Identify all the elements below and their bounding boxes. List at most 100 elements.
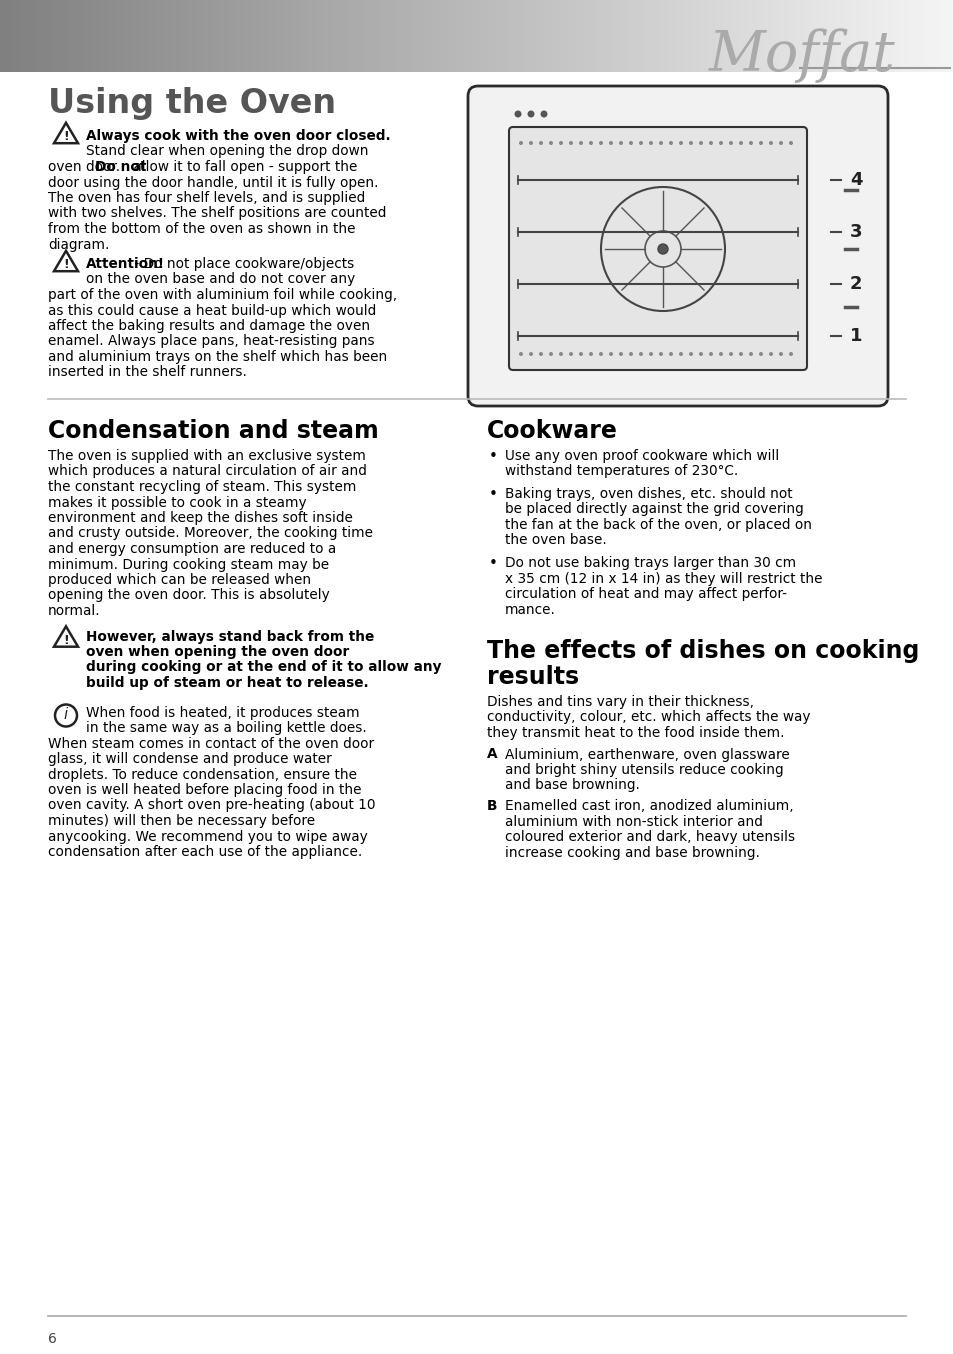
Bar <box>343 0 346 72</box>
Bar <box>286 0 289 72</box>
Text: However, always stand back from the: However, always stand back from the <box>86 630 374 643</box>
Circle shape <box>608 352 613 356</box>
Bar <box>64 0 67 72</box>
Circle shape <box>538 352 542 356</box>
Text: mance.: mance. <box>504 603 556 616</box>
Text: inserted in the shelf runners.: inserted in the shelf runners. <box>48 366 247 379</box>
Circle shape <box>679 141 682 145</box>
Circle shape <box>728 352 732 356</box>
Bar <box>210 0 213 72</box>
Text: the fan at the back of the oven, or placed on: the fan at the back of the oven, or plac… <box>504 519 811 532</box>
Bar <box>267 0 270 72</box>
Bar <box>188 0 191 72</box>
Text: droplets. To reduce condensation, ensure the: droplets. To reduce condensation, ensure… <box>48 768 356 781</box>
Bar <box>937 0 941 72</box>
Bar <box>29 0 31 72</box>
Bar <box>908 0 912 72</box>
Text: Aluminium, earthenware, oven glassware: Aluminium, earthenware, oven glassware <box>504 747 789 761</box>
Bar <box>746 0 750 72</box>
Bar <box>619 0 622 72</box>
Circle shape <box>658 244 667 255</box>
Bar <box>248 0 251 72</box>
Circle shape <box>588 141 593 145</box>
Bar <box>794 0 798 72</box>
Bar <box>245 0 248 72</box>
Text: affect the baking results and damage the oven: affect the baking results and damage the… <box>48 320 370 333</box>
Text: produced which can be released when: produced which can be released when <box>48 573 311 588</box>
Bar <box>432 0 436 72</box>
Bar <box>693 0 696 72</box>
Bar <box>848 0 851 72</box>
Circle shape <box>648 141 652 145</box>
Circle shape <box>699 352 702 356</box>
Bar <box>493 0 496 72</box>
Circle shape <box>628 141 633 145</box>
Circle shape <box>768 141 772 145</box>
Text: •: • <box>489 487 497 502</box>
Bar <box>598 0 600 72</box>
Circle shape <box>639 352 642 356</box>
Bar <box>131 0 133 72</box>
Text: door using the door handle, until it is fully open.: door using the door handle, until it is … <box>48 176 378 190</box>
Bar <box>57 0 60 72</box>
Bar <box>864 0 867 72</box>
Bar <box>575 0 578 72</box>
Bar <box>626 0 629 72</box>
Bar <box>26 0 29 72</box>
Bar <box>610 0 613 72</box>
Bar <box>257 0 260 72</box>
Text: glass, it will condense and produce water: glass, it will condense and produce wate… <box>48 751 332 766</box>
Text: Baking trays, oven dishes, etc. should not: Baking trays, oven dishes, etc. should n… <box>504 487 792 501</box>
Bar <box>670 0 674 72</box>
Bar <box>143 0 146 72</box>
Text: Attention!: Attention! <box>86 257 165 271</box>
Bar <box>48 0 51 72</box>
Text: oven door.: oven door. <box>48 160 125 175</box>
Bar <box>155 0 159 72</box>
Bar <box>534 0 537 72</box>
Bar <box>289 0 293 72</box>
Circle shape <box>679 352 682 356</box>
Bar <box>451 0 455 72</box>
Bar <box>336 0 340 72</box>
Bar <box>883 0 886 72</box>
Bar <box>498 0 502 72</box>
Circle shape <box>598 352 602 356</box>
Bar <box>112 0 114 72</box>
Circle shape <box>788 352 792 356</box>
Bar <box>781 0 784 72</box>
Bar <box>159 0 162 72</box>
Bar <box>731 0 734 72</box>
Circle shape <box>518 352 522 356</box>
Bar <box>455 0 457 72</box>
Bar <box>324 0 327 72</box>
Text: minimum. During cooking steam may be: minimum. During cooking steam may be <box>48 558 329 571</box>
Bar <box>578 0 581 72</box>
Bar <box>807 0 810 72</box>
Circle shape <box>548 352 553 356</box>
Bar <box>750 0 753 72</box>
Bar <box>445 0 448 72</box>
Bar <box>664 0 667 72</box>
Bar <box>836 0 839 72</box>
Bar <box>222 0 226 72</box>
Bar <box>899 0 902 72</box>
Bar <box>479 0 483 72</box>
Bar <box>559 0 562 72</box>
Bar <box>639 0 641 72</box>
Text: The oven has four shelf levels, and is supplied: The oven has four shelf levels, and is s… <box>48 191 365 204</box>
Bar <box>775 0 779 72</box>
Bar <box>927 0 931 72</box>
Circle shape <box>748 352 752 356</box>
Bar <box>10 0 12 72</box>
Text: aluminium with non-stick interior and: aluminium with non-stick interior and <box>504 815 762 829</box>
Bar <box>581 0 584 72</box>
Text: be placed directly against the grid covering: be placed directly against the grid cove… <box>504 502 803 516</box>
Bar <box>762 0 765 72</box>
Circle shape <box>618 141 622 145</box>
Bar <box>384 0 388 72</box>
Bar <box>861 0 864 72</box>
FancyBboxPatch shape <box>468 87 887 406</box>
Bar <box>38 0 41 72</box>
Text: minutes) will then be necessary before: minutes) will then be necessary before <box>48 814 314 829</box>
